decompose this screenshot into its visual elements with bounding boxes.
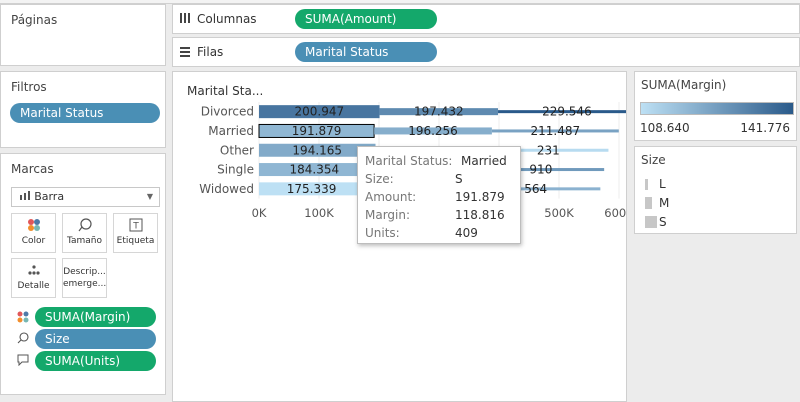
size-swatch-m xyxy=(645,197,652,209)
tooltip-button-label-1: Descrip... xyxy=(63,267,106,277)
row-header: Marital Sta... xyxy=(187,84,263,98)
size-button-label: Tamaño xyxy=(66,236,102,246)
tooltip-amount-label: Amount: xyxy=(365,190,417,204)
size-lasso-icon xyxy=(63,218,106,236)
svg-text:T: T xyxy=(132,222,139,232)
color-legend: SUMA(Margin) 108.640 141.776 xyxy=(634,71,797,141)
tooltip-amount-value: 191.879 xyxy=(455,190,505,204)
size-swatch-s xyxy=(645,216,657,228)
bar-segment[interactable] xyxy=(259,105,380,119)
color-dots-icon xyxy=(12,218,55,236)
mark-type-dropdown[interactable]: Barra ▼ xyxy=(11,187,160,207)
detail-dots-icon xyxy=(12,263,55,281)
x-tick-label: 600K xyxy=(604,206,626,220)
columns-pill-amount[interactable]: SUMA(Amount) xyxy=(295,9,437,29)
rows-label: Filas xyxy=(197,45,224,59)
marks-pill-units[interactable]: SUMA(Units) xyxy=(35,351,156,371)
bar-chart-icon xyxy=(20,191,34,203)
size-button[interactable]: Tamaño xyxy=(62,213,107,253)
tooltip-margin-label: Margin: xyxy=(365,208,411,222)
bar-segment[interactable] xyxy=(491,129,619,133)
bar-segment[interactable] xyxy=(259,182,365,196)
tooltip-units-value: 409 xyxy=(455,226,478,240)
bar-data-label: 211.487 xyxy=(531,124,581,138)
color-button-label: Color xyxy=(21,236,46,246)
marks-title: Marcas xyxy=(11,162,54,176)
bar-segment[interactable] xyxy=(488,148,609,152)
filter-pill-marital-status[interactable]: Marital Status xyxy=(10,103,160,123)
columns-label: Columnas xyxy=(197,12,257,26)
size-swatch-l xyxy=(645,179,648,190)
tooltip-marital-status-label: Marital Status: xyxy=(365,154,453,168)
bar-segment[interactable] xyxy=(477,168,605,172)
tooltip-margin-value: 118.816 xyxy=(455,208,505,222)
mark-tooltip: Marital Status: Married Size: S Amount: … xyxy=(357,146,521,244)
bar-segment[interactable] xyxy=(379,108,499,116)
bar-data-label: 194.165 xyxy=(292,143,342,157)
detail-button[interactable]: Detalle xyxy=(11,258,56,298)
color-legend-min: 108.640 xyxy=(640,121,690,135)
tooltip-size-value: S xyxy=(455,172,463,186)
bar-data-label: 229.546 xyxy=(542,105,592,119)
category-label: Married xyxy=(208,124,254,138)
category-label: Divorced xyxy=(201,105,254,119)
mark-type-value: Barra xyxy=(34,190,65,203)
label-button-label: Etiqueta xyxy=(116,236,155,246)
marks-pill-margin[interactable]: SUMA(Margin) xyxy=(35,307,156,327)
tooltip-units-label: Units: xyxy=(365,226,400,240)
bar-data-label: 184.354 xyxy=(289,163,339,177)
x-tick-label: 100K xyxy=(304,206,334,220)
marks-pill-size[interactable]: Size xyxy=(35,329,156,349)
tooltip-marital-status-value: Married xyxy=(461,154,507,168)
bar-data-label: 191.879 xyxy=(292,124,342,138)
bar-data-label: 910 xyxy=(529,163,552,177)
size-legend: Size L M S xyxy=(634,146,797,234)
pages-card: Páginas xyxy=(0,4,166,66)
color-button[interactable]: Color xyxy=(11,213,56,253)
chevron-down-icon: ▼ xyxy=(146,192,153,201)
bar-data-label: 197.432 xyxy=(414,105,464,119)
bar-data-label: 196.256 xyxy=(408,124,458,138)
bar-data-label: 175.339 xyxy=(287,182,337,196)
rows-shelf[interactable]: Filas Marital Status xyxy=(172,37,800,67)
size-legend-title: Size xyxy=(641,153,666,167)
columns-shelf[interactable]: Columnas SUMA(Amount) xyxy=(172,4,800,34)
rows-pill-marital-status[interactable]: Marital Status xyxy=(295,42,437,62)
x-tick-label: 0K xyxy=(252,206,267,220)
bar-data-label: 564 xyxy=(524,182,547,196)
category-label: Widowed xyxy=(199,182,254,196)
bar-segment[interactable] xyxy=(259,143,376,157)
color-legend-max: 141.776 xyxy=(740,121,790,135)
detail-button-label: Detalle xyxy=(17,281,50,291)
bar-segment[interactable] xyxy=(498,110,626,114)
color-gradient-bar xyxy=(640,102,794,115)
bar-segment[interactable] xyxy=(471,187,601,191)
color-dots-small-icon xyxy=(17,311,29,326)
x-tick-label: 500K xyxy=(544,206,574,220)
filters-title: Filtros xyxy=(11,80,47,94)
color-legend-title: SUMA(Margin) xyxy=(641,78,727,92)
label-button[interactable]: T Etiqueta xyxy=(113,213,158,253)
top-toolbar-strip xyxy=(0,0,800,4)
bar-data-label: 200.947 xyxy=(294,105,344,119)
tooltip-size-label: Size: xyxy=(365,172,394,186)
tooltip-small-icon xyxy=(17,354,29,369)
size-small-icon xyxy=(17,332,29,347)
category-label: Single xyxy=(217,163,254,177)
tooltip-button[interactable]: Descrip... emerge... xyxy=(62,258,107,298)
bar-segment[interactable] xyxy=(374,127,492,135)
text-label-icon: T xyxy=(114,218,157,236)
filters-card: Filtros Marital Status xyxy=(0,71,166,148)
columns-icon xyxy=(179,12,191,27)
pages-title: Páginas xyxy=(11,13,58,27)
rows-icon xyxy=(179,46,191,61)
bar-segment[interactable] xyxy=(259,163,370,177)
category-label: Other xyxy=(220,143,254,157)
tooltip-button-label-2: emerge... xyxy=(63,279,107,289)
bar-data-label: 231 xyxy=(537,143,560,157)
